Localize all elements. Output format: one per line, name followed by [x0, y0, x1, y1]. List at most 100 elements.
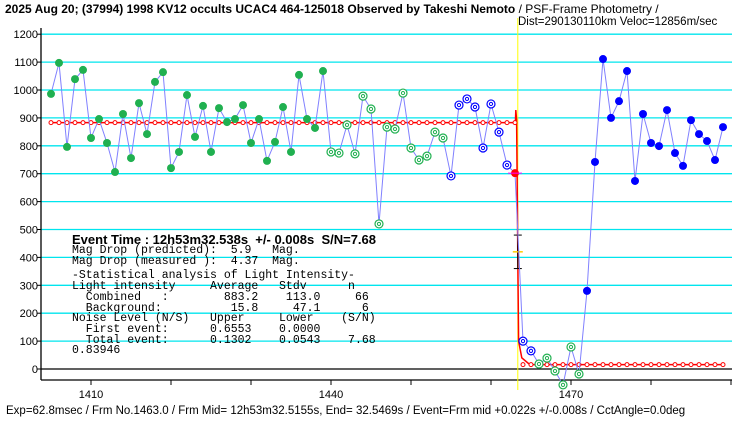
- data-point-inner: [472, 104, 478, 110]
- model-point: [472, 120, 478, 126]
- data-point-inner: [488, 101, 494, 107]
- data-point-inner: [424, 154, 430, 159]
- data-point: [239, 101, 247, 110]
- data-point-inner: [456, 102, 462, 108]
- data-point: [478, 143, 488, 153]
- data-point: [382, 122, 392, 132]
- data-point: [615, 97, 623, 106]
- data-point: [647, 139, 655, 148]
- data-point: [358, 91, 368, 101]
- data-point: [679, 161, 687, 170]
- data-point: [470, 102, 480, 112]
- data-point: [687, 116, 695, 125]
- data-point: [263, 156, 271, 165]
- x-tick-label: 1410: [79, 389, 103, 401]
- stat-line: 0.83946: [72, 344, 121, 358]
- model-point: [496, 120, 502, 126]
- model-point: [568, 362, 574, 368]
- data-point: [143, 130, 151, 139]
- data-point-inner: [344, 122, 350, 127]
- model-point: [400, 120, 406, 126]
- chart-title: 2025 Aug 20; (37994) 1998 KV12 occults U…: [5, 2, 659, 16]
- model-point: [480, 120, 486, 126]
- model-point: [248, 120, 254, 126]
- model-point: [64, 120, 70, 126]
- model-point: [216, 120, 222, 126]
- data-point-inner: [360, 94, 366, 99]
- data-point: [406, 143, 416, 153]
- y-tick-label: 200: [20, 308, 38, 320]
- model-point: [80, 120, 86, 126]
- data-point: [55, 58, 63, 67]
- y-tick-label: 700: [20, 169, 38, 181]
- data-point: [111, 168, 119, 177]
- model-point: [280, 120, 286, 126]
- stat-line: Light intensity Average Stdv n: [72, 280, 355, 294]
- footer-info: Exp=62.8msec / Frm No.1463.0 / Frm Mid= …: [6, 405, 686, 417]
- model-point: [704, 362, 710, 368]
- data-point: [566, 342, 576, 352]
- data-point: [255, 115, 263, 124]
- data-point: [414, 155, 424, 165]
- data-point: [526, 346, 536, 356]
- data-point: [366, 104, 376, 114]
- model-point: [608, 362, 614, 368]
- stat-line: First event: 0.6553 0.0000: [72, 322, 321, 336]
- model-point: [152, 120, 158, 126]
- model-point: [520, 362, 526, 368]
- data-point: [350, 149, 360, 159]
- data-point-inner: [392, 126, 398, 132]
- y-tick-label: 1200: [14, 29, 38, 41]
- data-point-inner: [568, 344, 574, 350]
- model-point: [264, 120, 270, 126]
- model-point: [432, 120, 438, 126]
- model-point: [320, 120, 326, 126]
- model-point: [112, 120, 118, 126]
- y-tick-label: 100: [20, 336, 38, 348]
- data-point-inner: [496, 130, 502, 135]
- data-point: [199, 101, 207, 110]
- data-point: [671, 149, 679, 158]
- model-point: [128, 120, 134, 126]
- data-point: [591, 157, 599, 166]
- data-point: [494, 127, 504, 137]
- data-point: [63, 142, 71, 151]
- data-point-inner: [464, 96, 470, 102]
- data-point: [462, 94, 472, 104]
- model-point: [136, 120, 142, 126]
- data-point-inner: [432, 130, 438, 135]
- data-point: [342, 120, 352, 130]
- data-point-inner: [480, 145, 486, 151]
- data-point-inner: [328, 149, 334, 155]
- stat-line: Mag Drop (predicted): 5.9 Mag.: [72, 244, 300, 257]
- data-point: [79, 65, 87, 74]
- data-point: [223, 118, 231, 127]
- data-point: [135, 99, 143, 108]
- y-tick-label: 400: [20, 252, 38, 264]
- model-point: [192, 120, 198, 126]
- model-point: [424, 120, 430, 126]
- y-tick-label: 1100: [14, 57, 38, 69]
- data-point: [574, 369, 584, 379]
- model-point: [208, 120, 214, 126]
- data-point: [623, 67, 631, 76]
- model-point: [552, 362, 558, 368]
- model-point: [464, 120, 470, 126]
- data-point-inner: [400, 90, 406, 96]
- data-point: [607, 113, 615, 122]
- data-point: [127, 154, 135, 163]
- model-point: [680, 362, 686, 368]
- y-tick-label: 1000: [14, 85, 38, 97]
- data-point: [279, 103, 287, 112]
- model-point: [72, 120, 78, 126]
- model-point: [240, 120, 246, 126]
- model-point: [504, 120, 510, 126]
- data-point: [502, 160, 512, 170]
- model-point: [528, 362, 534, 368]
- data-point-inner: [536, 361, 542, 367]
- model-point: [512, 120, 518, 126]
- model-point: [648, 362, 654, 368]
- data-point-inner: [448, 173, 454, 179]
